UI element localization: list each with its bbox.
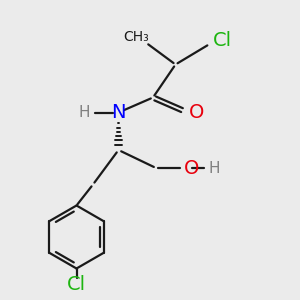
Text: Cl: Cl xyxy=(212,31,232,50)
Text: CH₃: CH₃ xyxy=(124,30,149,44)
Text: H: H xyxy=(208,161,220,176)
Text: Cl: Cl xyxy=(67,274,86,294)
Text: N: N xyxy=(111,103,126,122)
Text: O: O xyxy=(189,103,204,122)
Text: H: H xyxy=(79,105,90,120)
Text: O: O xyxy=(184,158,199,178)
